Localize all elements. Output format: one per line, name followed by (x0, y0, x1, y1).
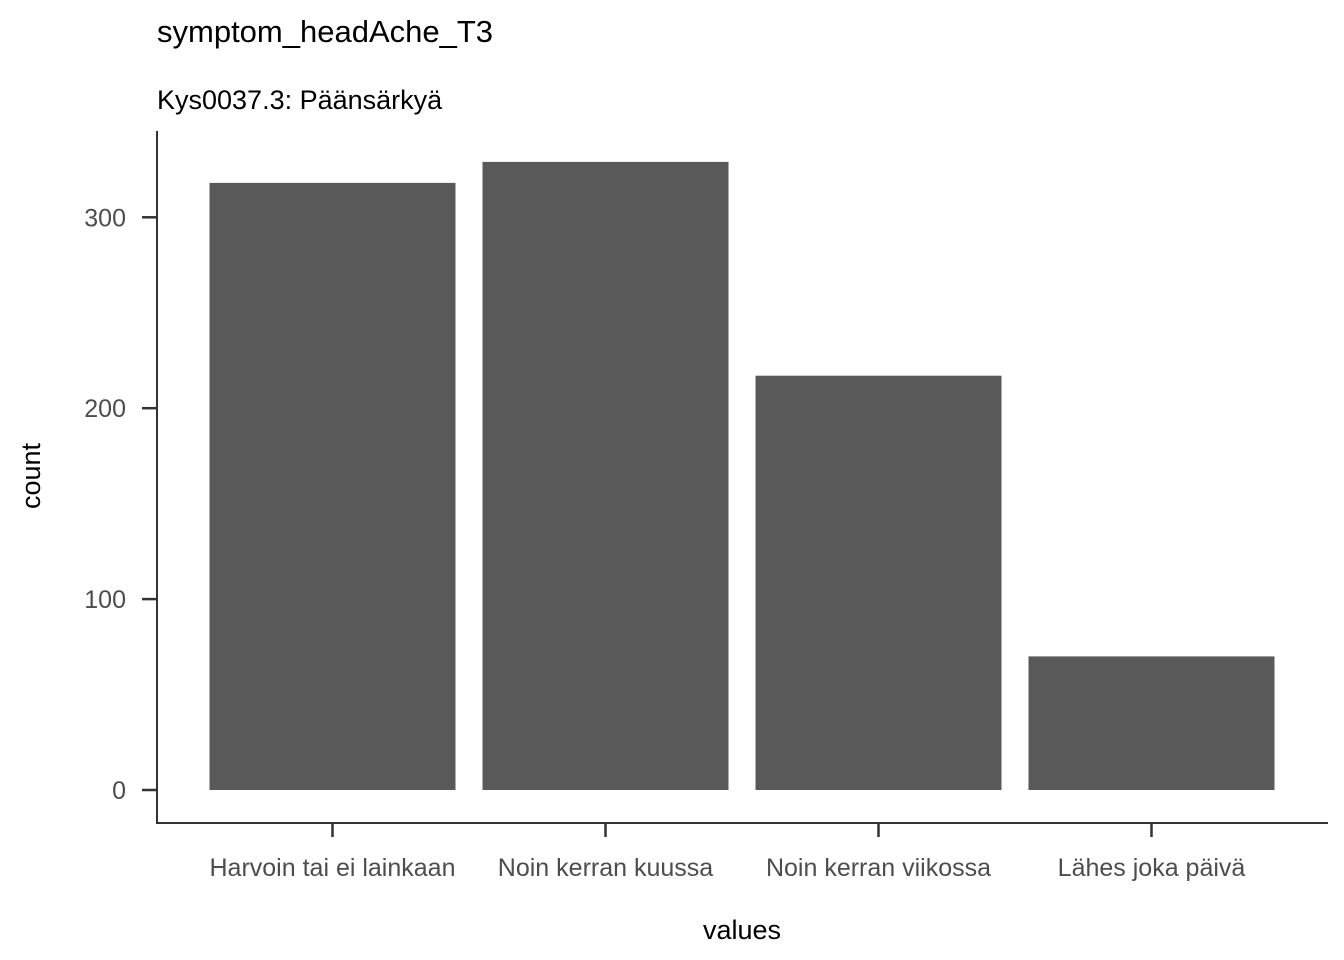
chart-subtitle: Kys0037.3: Päänsärkyä (157, 85, 443, 115)
chart-title: symptom_headAche_T3 (157, 14, 493, 49)
bars-layer (209, 161, 1275, 790)
x-ticks-layer: Harvoin tai ei lainkaan Noin kerran kuuss… (210, 823, 1246, 882)
x-axis-title: values (703, 915, 781, 945)
bar-3 (1028, 656, 1275, 790)
y-tick-label: 200 (84, 395, 126, 423)
x-tick-label: Noin kerran kuussa (498, 854, 713, 882)
x-tick-label: Lähes joka päivä (1058, 854, 1246, 882)
x-tick-label: Noin kerran viikossa (766, 854, 991, 882)
bar-0 (209, 182, 456, 790)
bar-1 (482, 161, 729, 790)
y-ticks-layer: 0 100 200 300 (84, 204, 157, 805)
bar-2 (755, 375, 1002, 790)
x-tick-label: Harvoin tai ei lainkaan (210, 854, 456, 882)
y-axis-title: count (16, 442, 46, 509)
y-tick-label: 100 (84, 586, 126, 614)
y-tick-label: 0 (112, 777, 126, 805)
y-tick-label: 300 (84, 204, 126, 232)
